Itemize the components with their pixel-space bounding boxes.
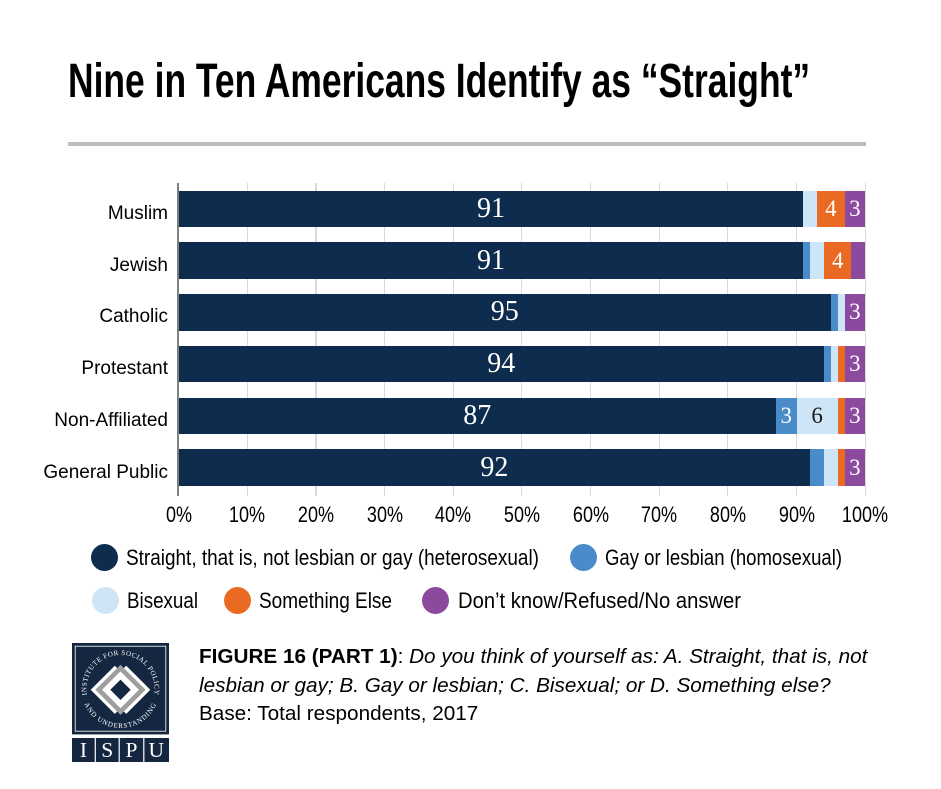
svg-text:S: S — [101, 738, 113, 762]
svg-text:P: P — [125, 738, 137, 762]
svg-text:I: I — [79, 738, 86, 762]
svg-text:U: U — [148, 738, 164, 762]
